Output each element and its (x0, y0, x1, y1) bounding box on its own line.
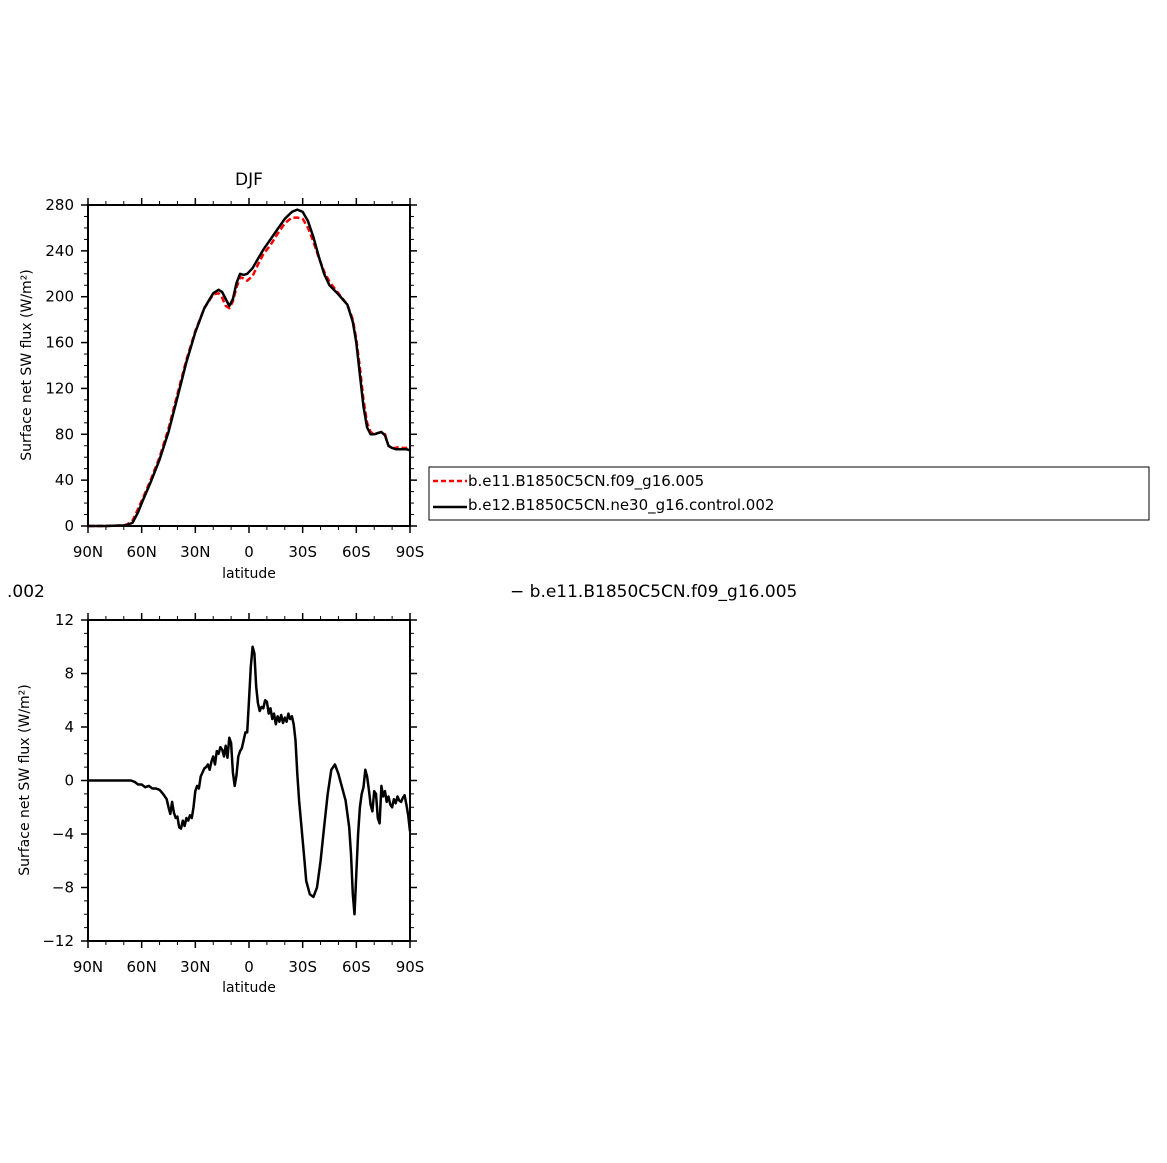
chart-bottom-y-tick-labels: −12 −8 −4 0 4 8 12 (42, 611, 74, 950)
x-tick-label: 30N (180, 958, 210, 976)
subtitle-right: − b.e11.B1850C5CN.f09_g16.005 (510, 582, 797, 602)
series-line-2 (88, 208, 411, 528)
chart-top-title: DJF (235, 170, 263, 190)
chart-top-y-tick-labels: 0 40 80 120 160 200 240 280 (45, 196, 74, 535)
legend-box (428, 466, 1150, 521)
chart-top-lines (88, 208, 411, 528)
x-tick-label: 90S (396, 543, 425, 561)
x-tick-label: 60N (127, 958, 157, 976)
x-tick-label: 0 (244, 543, 254, 561)
legend-label-series-2: b.e12.B1850C5CN.ne30_g16.control.002 (468, 496, 774, 515)
chart-bottom-ylabel: Surface net SW flux (W/m²) (17, 684, 33, 876)
chart-top-ticks (81, 198, 417, 533)
x-tick-label: 60S (342, 543, 371, 561)
chart-bottom: −12 −8 −4 0 4 8 12 90N 60N 30N 0 30S 60S 90S latitud… (17, 611, 424, 996)
legend: b.e11.B1850C5CN.f09_g16.005 b.e12.B1850C… (428, 466, 1150, 521)
x-tick-label: 60S (342, 958, 371, 976)
x-tick-label: 30N (180, 543, 210, 561)
y-tick-label: −4 (52, 825, 74, 843)
y-tick-label: 80 (55, 425, 74, 443)
x-tick-label: 90N (73, 543, 103, 561)
y-tick-label: 0 (64, 517, 74, 535)
chart-top-plot-frame (87, 204, 411, 527)
y-tick-label: −8 (52, 879, 74, 897)
x-tick-label: 90N (73, 958, 103, 976)
x-tick-label: 0 (244, 958, 254, 976)
y-tick-label: 0 (64, 772, 74, 790)
chart-bottom-lines (88, 645, 412, 916)
chart-bottom-ticks (81, 613, 417, 948)
series-line-1 (88, 645, 412, 916)
series-line-1 (88, 216, 411, 528)
y-tick-label: 120 (45, 379, 74, 397)
legend-label-series-1: b.e11.B1850C5CN.f09_g16.005 (468, 472, 704, 491)
subtitle-left: .002 (7, 582, 45, 602)
chart-bottom-xlabel: latitude (222, 980, 276, 996)
y-tick-label: 200 (45, 288, 74, 306)
x-tick-label: 60N (127, 543, 157, 561)
x-tick-label: 30S (288, 958, 317, 976)
y-tick-label: 12 (55, 611, 74, 629)
y-tick-label: 160 (45, 334, 74, 352)
y-tick-label: −12 (42, 932, 74, 950)
chart-top-x-tick-labels: 90N 60N 30N 0 30S 60S 90S (73, 543, 424, 561)
chart-bottom-plot-frame (87, 619, 411, 942)
chart-top-ylabel: Surface net SW flux (W/m²) (19, 269, 35, 461)
y-tick-label: 40 (55, 471, 74, 489)
chart-bottom-x-tick-labels: 90N 60N 30N 0 30S 60S 90S (73, 958, 424, 976)
chart-top: DJF 0 40 80 120 160 200 240 280 90N 60N 30N 0 30S 60… (19, 170, 424, 582)
chart-top-xlabel: latitude (222, 566, 276, 582)
y-tick-label: 280 (45, 196, 74, 214)
x-tick-label: 90S (396, 958, 425, 976)
y-tick-label: 8 (64, 665, 74, 683)
x-tick-label: 30S (288, 543, 317, 561)
y-tick-label: 4 (64, 718, 74, 736)
y-tick-label: 240 (45, 242, 74, 260)
